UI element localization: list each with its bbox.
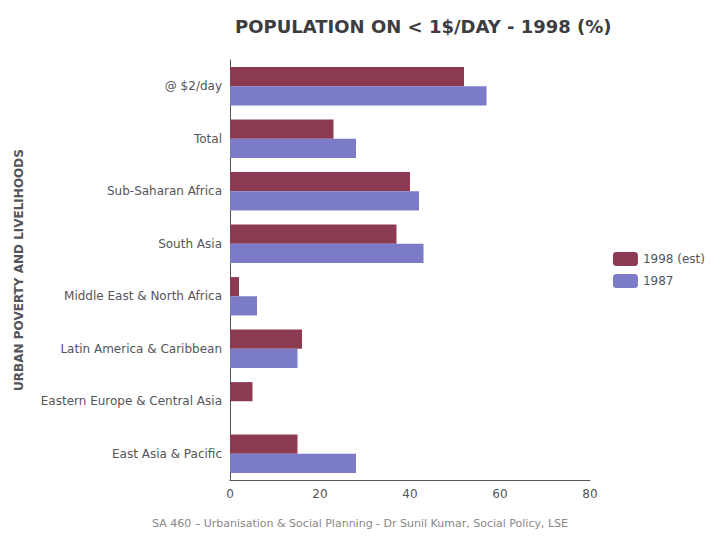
svg-text:@ $2/day: @ $2/day xyxy=(165,79,222,93)
svg-text:1998 (est): 1998 (est) xyxy=(643,252,705,266)
svg-text:60: 60 xyxy=(492,487,507,501)
svg-text:40: 40 xyxy=(402,487,417,501)
svg-text:URBAN POVERTY AND LIVELIHOODS: URBAN POVERTY AND LIVELIHOODS xyxy=(12,149,26,391)
svg-text:20: 20 xyxy=(312,487,327,501)
svg-text:East Asia & Pacific: East Asia & Pacific xyxy=(112,447,222,461)
svg-text:South Asia: South Asia xyxy=(158,237,222,251)
svg-text:80: 80 xyxy=(582,487,597,501)
svg-text:POPULATION ON < 1$/DAY - 1998: POPULATION ON < 1$/DAY - 1998 (%) xyxy=(235,16,612,37)
svg-text:Sub-Saharan Africa: Sub-Saharan Africa xyxy=(107,184,222,198)
svg-text:0: 0 xyxy=(226,487,234,501)
svg-text:Middle East & North Africa: Middle East & North Africa xyxy=(64,289,222,303)
svg-text:Eastern Europe & Central Asia: Eastern Europe & Central Asia xyxy=(41,394,222,408)
svg-text:1987: 1987 xyxy=(643,274,674,288)
svg-text:SA 460 – Urbanisation & Social: SA 460 – Urbanisation & Social Planning … xyxy=(152,517,568,530)
svg-text:Latin America & Caribbean: Latin America & Caribbean xyxy=(60,342,222,356)
svg-text:Total: Total xyxy=(193,132,222,146)
